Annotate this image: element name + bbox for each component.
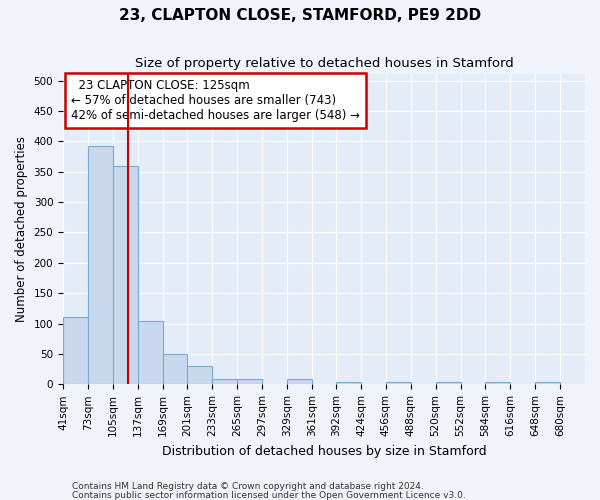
Bar [113, 166, 138, 384]
Bar [88, 146, 113, 384]
Bar [187, 366, 212, 384]
Bar [237, 380, 262, 384]
Text: 23 CLAPTON CLOSE: 125sqm
← 57% of detached houses are smaller (743)
42% of semi-: 23 CLAPTON CLOSE: 125sqm ← 57% of detach… [71, 79, 360, 122]
Y-axis label: Number of detached properties: Number of detached properties [15, 136, 28, 322]
Text: Contains public sector information licensed under the Open Government Licence v3: Contains public sector information licen… [72, 490, 466, 500]
Bar [336, 382, 361, 384]
Title: Size of property relative to detached houses in Stamford: Size of property relative to detached ho… [134, 58, 514, 70]
Bar [212, 380, 237, 384]
Text: Contains HM Land Registry data © Crown copyright and database right 2024.: Contains HM Land Registry data © Crown c… [72, 482, 424, 491]
Bar [436, 382, 461, 384]
X-axis label: Distribution of detached houses by size in Stamford: Distribution of detached houses by size … [162, 444, 487, 458]
Bar [386, 382, 411, 384]
Bar [535, 382, 560, 384]
Bar [63, 318, 88, 384]
Bar [138, 320, 163, 384]
Bar [287, 380, 312, 384]
Bar [163, 354, 187, 384]
Text: 23, CLAPTON CLOSE, STAMFORD, PE9 2DD: 23, CLAPTON CLOSE, STAMFORD, PE9 2DD [119, 8, 481, 22]
Bar [485, 382, 511, 384]
